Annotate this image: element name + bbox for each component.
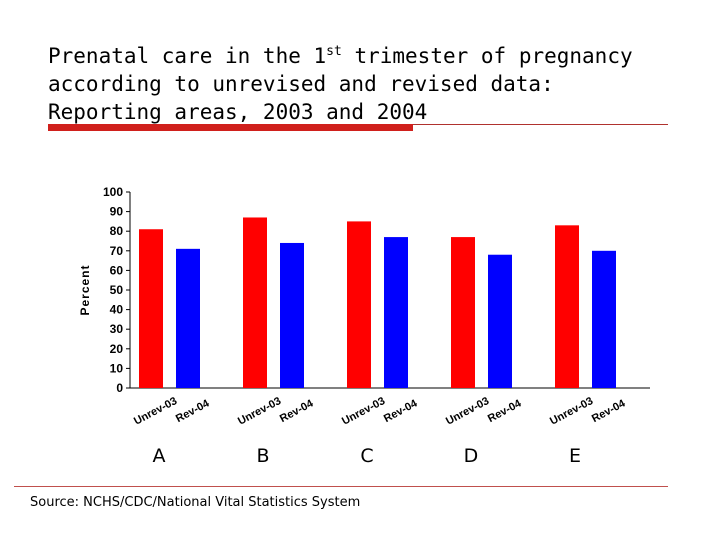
- y-tick-label: 70: [110, 244, 124, 258]
- y-tick-label: 10: [110, 361, 124, 375]
- group-label-e: E: [569, 445, 581, 467]
- bar-category-label: Unrev-03: [340, 395, 387, 428]
- y-ticks: 0 10 20 30 40 50 60 70 80 90 100: [103, 185, 130, 395]
- title-line-3: Reporting areas, 2003 and 2004: [48, 100, 428, 124]
- bar-unrev-03-e: [555, 225, 579, 388]
- bar-category-label: Unrev-03: [548, 395, 595, 428]
- y-tick-label: 60: [110, 263, 124, 277]
- bar-rev-04-a: [176, 248, 200, 388]
- bar-category-label: Rev-04: [278, 397, 316, 425]
- bar-unrev-03-b: [243, 217, 267, 388]
- bar-category-label: Rev-04: [486, 397, 524, 425]
- bar-unrev-03-c: [347, 221, 371, 388]
- y-axis-title: Percent: [78, 264, 92, 315]
- y-tick-label: 80: [110, 224, 124, 238]
- y-tick-label: 20: [110, 342, 124, 356]
- group-label-d: D: [464, 445, 479, 467]
- bar-rev-04-d: [488, 254, 512, 388]
- group-labels: A B C D E: [153, 445, 582, 467]
- bar-category-label: Rev-04: [174, 397, 212, 425]
- bar-rev-04-b: [280, 242, 304, 388]
- source-note: Source: NCHS/CDC/National Vital Statisti…: [30, 495, 361, 510]
- bar-rev-04-e: [592, 250, 616, 388]
- bar-unrev-03-a: [139, 229, 163, 388]
- bar-rev-04-c: [384, 237, 408, 388]
- y-tick-label: 90: [110, 205, 124, 219]
- y-tick-label: 50: [110, 283, 124, 297]
- bar-category-label: Rev-04: [382, 397, 420, 425]
- group-label-c: C: [360, 445, 373, 467]
- bar-category-label: Unrev-03: [236, 395, 283, 428]
- bar-category-label: Rev-04: [590, 397, 628, 425]
- y-tick-label: 100: [103, 185, 123, 199]
- group-label-b: B: [256, 445, 269, 467]
- bars: [139, 217, 616, 388]
- title-line-2: according to unrevised and revised data:: [48, 72, 554, 96]
- bar-category-label: Unrev-03: [132, 395, 179, 428]
- y-tick-label: 40: [110, 303, 124, 317]
- y-tick-label: 30: [110, 322, 124, 336]
- bar-category-label: Unrev-03: [444, 395, 491, 428]
- group-label-a: A: [153, 445, 166, 467]
- title-line-1: Prenatal care in the 1st trimester of pr…: [48, 44, 633, 68]
- title-accent-bar: [48, 124, 413, 131]
- bar-unrev-03-d: [451, 237, 475, 388]
- y-tick-label: 0: [116, 381, 123, 395]
- footer-divider: [14, 486, 668, 487]
- slide-title: Prenatal care in the 1st trimester of pr…: [48, 38, 668, 126]
